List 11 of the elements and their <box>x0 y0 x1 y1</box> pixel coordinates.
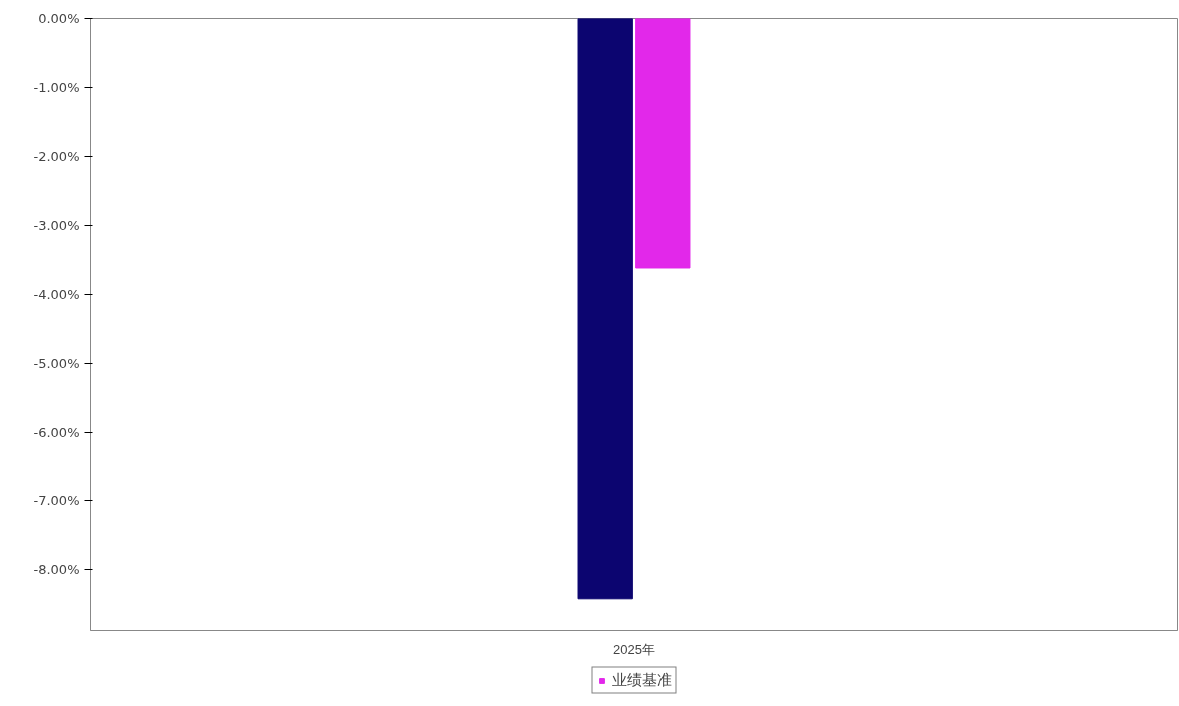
y-tick-label: -3.00% <box>33 217 80 233</box>
y-tick-label: -6.00% <box>33 424 80 440</box>
y-tick-label: -1.00% <box>33 79 80 95</box>
x-tick-label: 2025年 <box>613 641 655 657</box>
legend-label: 业绩基准 <box>612 670 672 690</box>
y-tick-label: -7.00% <box>33 493 80 509</box>
y-tick-label: -5.00% <box>33 355 80 371</box>
y-tick-label: -8.00% <box>33 562 80 578</box>
y-tick-label: -2.00% <box>33 148 80 164</box>
y-tick-label: 0.00% <box>38 11 80 26</box>
y-tick-label: -4.00% <box>33 286 80 302</box>
